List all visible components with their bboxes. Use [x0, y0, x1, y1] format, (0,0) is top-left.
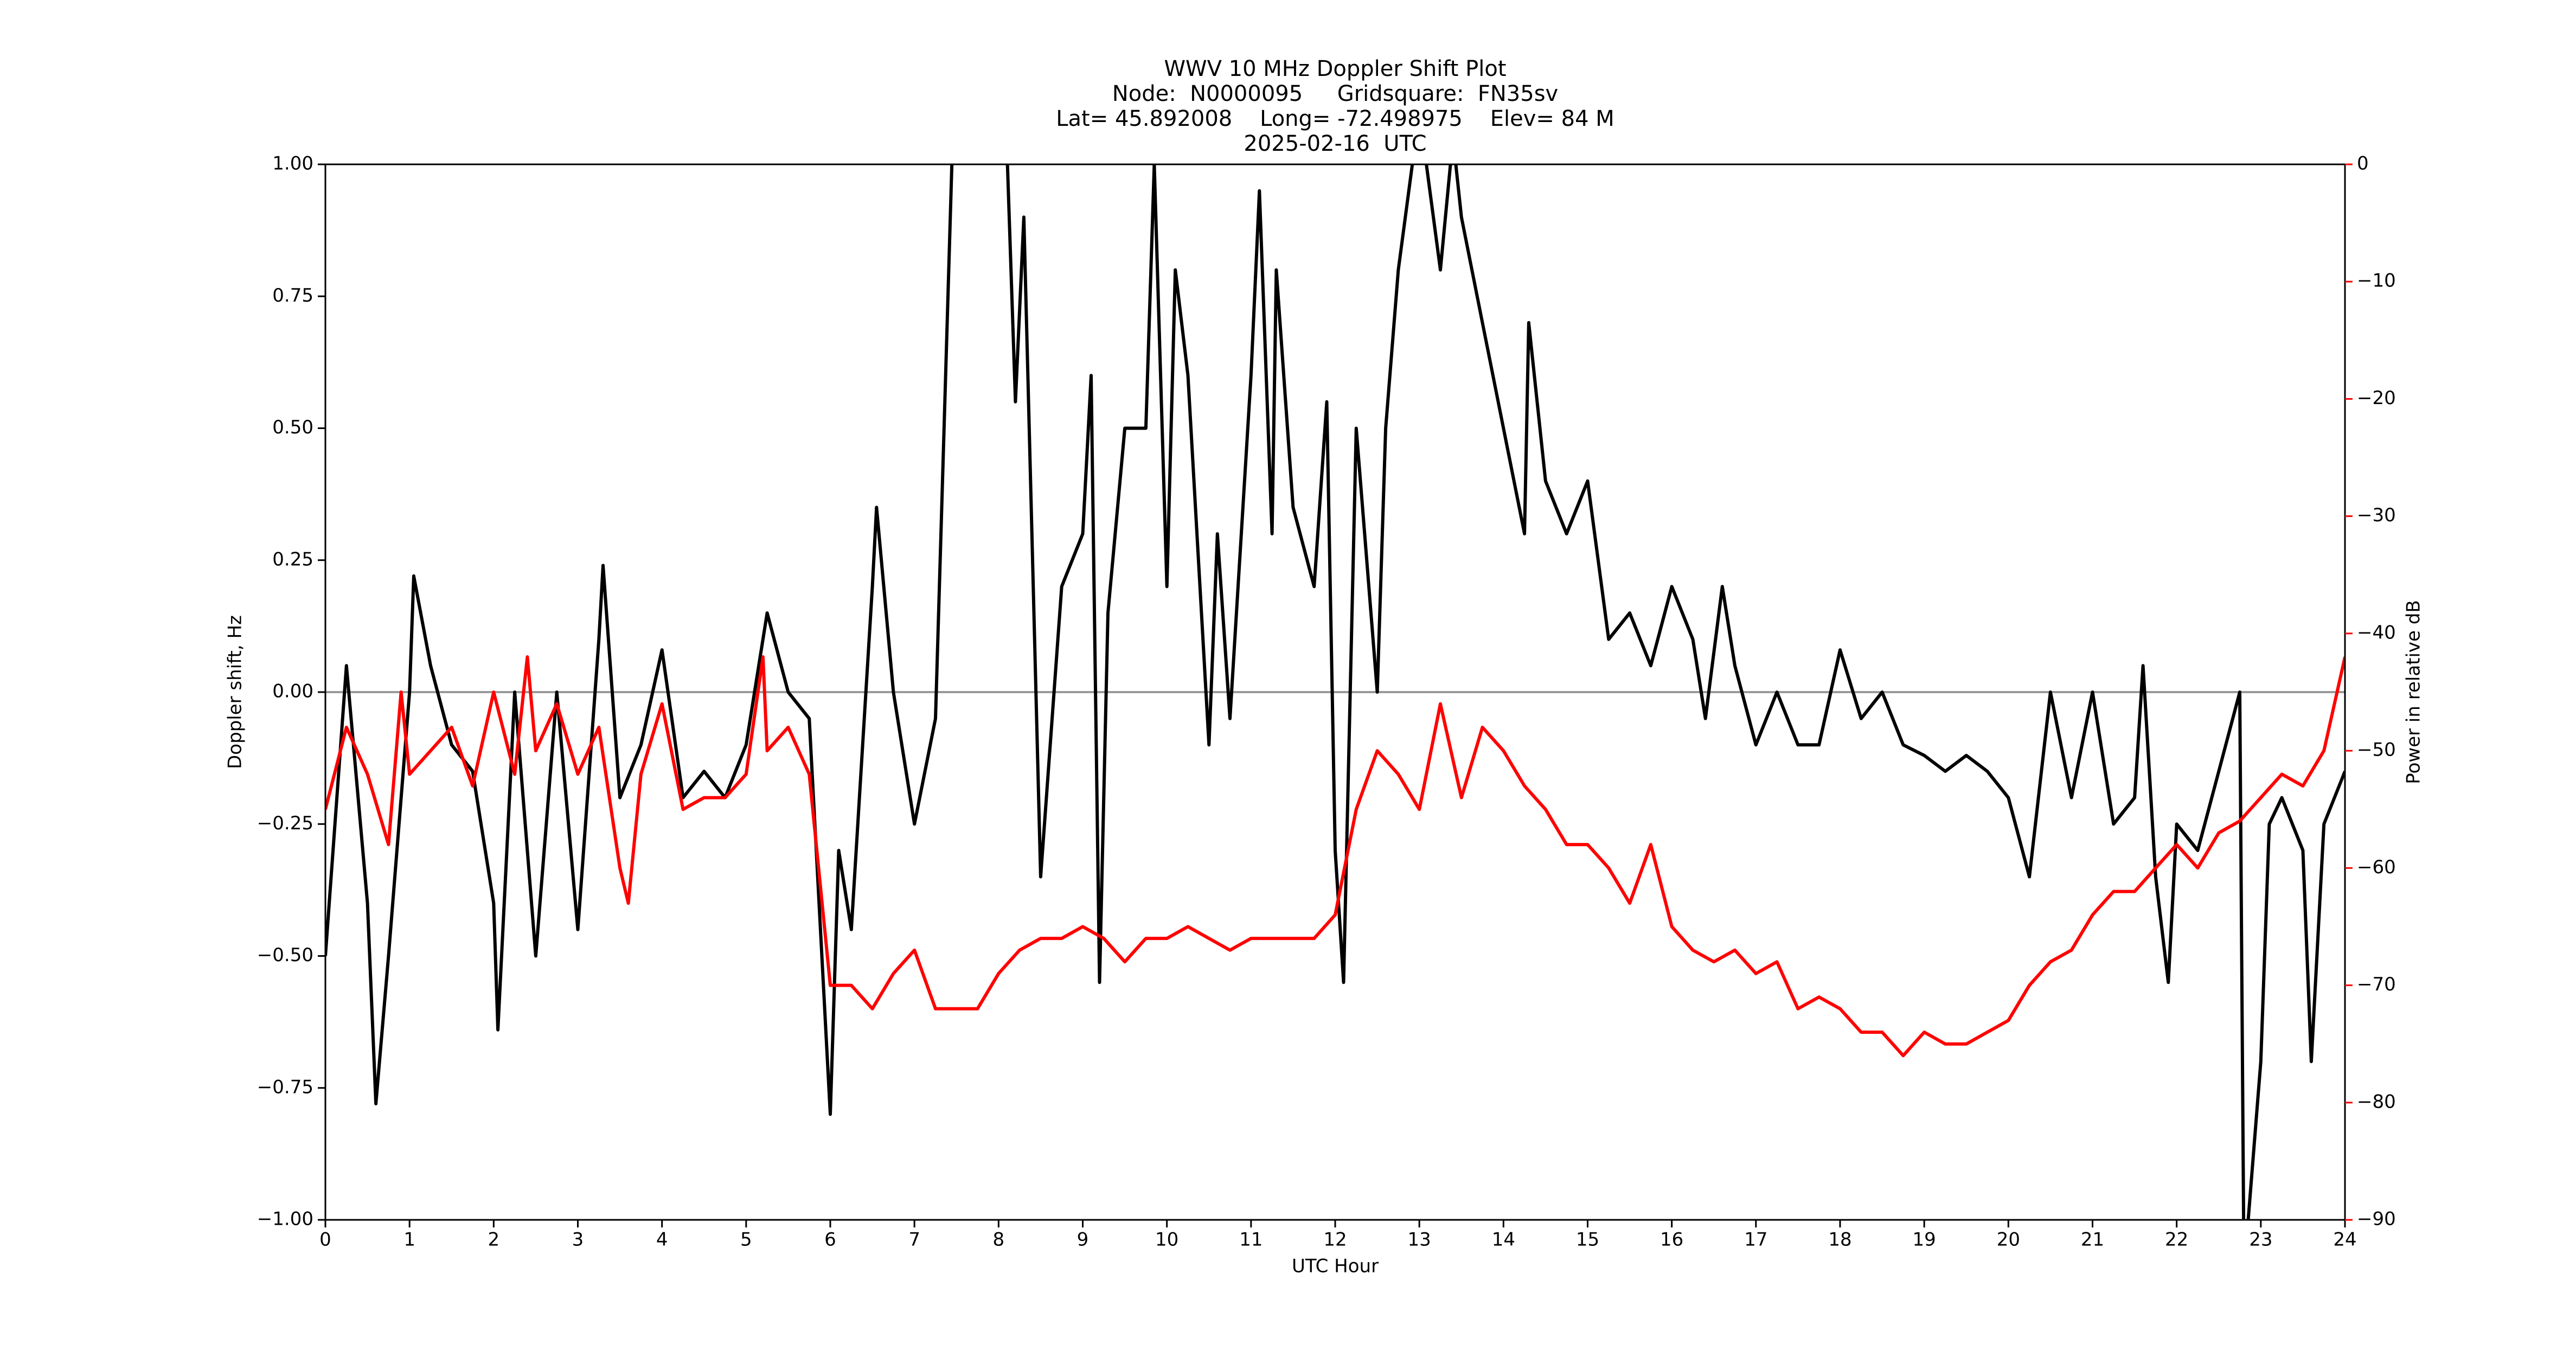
x-tick-label: 15 — [1576, 1229, 1599, 1251]
x-tick-label: 13 — [1408, 1229, 1431, 1251]
x-tick-label: 10 — [1155, 1229, 1178, 1251]
x-tick-label: 2 — [488, 1229, 500, 1251]
y2-tick-label: −60 — [2357, 856, 2396, 878]
y-tick-label: 0.25 — [272, 548, 313, 570]
y-tick-label: 0.75 — [272, 285, 313, 306]
y-tick-label: −0.75 — [257, 1076, 313, 1098]
subtitle: 2025-02-16 UTC — [1244, 131, 1426, 156]
y2-axis-label: Power in relative dB — [2403, 600, 2425, 784]
x-tick-label: 3 — [572, 1229, 584, 1251]
x-tick-label: 19 — [1913, 1229, 1936, 1251]
x-tick-label: 22 — [2165, 1229, 2188, 1251]
y2-tick-label: 0 — [2357, 153, 2369, 175]
plot-area — [325, 164, 2345, 1220]
y-tick-label: −1.00 — [257, 1208, 313, 1230]
x-tick-label: 9 — [1077, 1229, 1089, 1251]
x-tick-label: 20 — [1997, 1229, 2020, 1251]
x-tick-label: 21 — [2081, 1229, 2104, 1251]
x-tick-label: 16 — [1660, 1229, 1683, 1251]
x-tick-label: 24 — [2333, 1229, 2356, 1251]
data-line — [325, 164, 2345, 1220]
x-tick-label: 7 — [908, 1229, 920, 1251]
chart-title: WWV 10 MHz Doppler Shift Plot — [1164, 56, 1506, 81]
y2-tick-label: −20 — [2357, 387, 2396, 409]
y2-tick-label: −80 — [2357, 1091, 2396, 1112]
x-tick-label: 4 — [656, 1229, 668, 1251]
x-tick-label: 14 — [1492, 1229, 1515, 1251]
y-tick-label: −0.50 — [257, 944, 313, 966]
x-tick-label: 8 — [993, 1229, 1005, 1251]
subtitle: Lat= 45.892008 Long= -72.498975 Elev= 84… — [1056, 106, 1614, 131]
subtitle: Node: N0000095 Gridsquare: FN35sv — [1112, 81, 1558, 106]
x-tick-label: 5 — [740, 1229, 752, 1251]
y-tick-label: −0.25 — [257, 813, 313, 834]
x-tick-label: 12 — [1323, 1229, 1347, 1251]
x-tick-label: 17 — [1744, 1229, 1767, 1251]
y-tick-label: 1.00 — [272, 153, 313, 175]
x-tick-label: 0 — [319, 1229, 331, 1251]
x-axis-label: UTC Hour — [1292, 1256, 1379, 1277]
x-tick-label: 6 — [824, 1229, 836, 1251]
y-axis-label: Doppler shift, Hz — [225, 615, 246, 769]
y-tick-label: 0.50 — [272, 417, 313, 438]
x-tick-label: 11 — [1239, 1229, 1263, 1251]
y2-tick-label: −30 — [2357, 504, 2396, 526]
x-tick-label: 1 — [403, 1229, 415, 1251]
y2-tick-label: −40 — [2357, 622, 2396, 643]
y2-tick-label: −70 — [2357, 974, 2396, 995]
data-line — [325, 655, 2345, 1058]
x-tick-label: 18 — [1828, 1229, 1851, 1251]
x-tick-label: 23 — [2249, 1229, 2272, 1251]
y2-tick-label: −10 — [2357, 270, 2396, 292]
y-tick-label: 0.00 — [272, 681, 313, 702]
y2-tick-label: −90 — [2357, 1208, 2396, 1230]
y2-tick-label: −50 — [2357, 739, 2396, 761]
